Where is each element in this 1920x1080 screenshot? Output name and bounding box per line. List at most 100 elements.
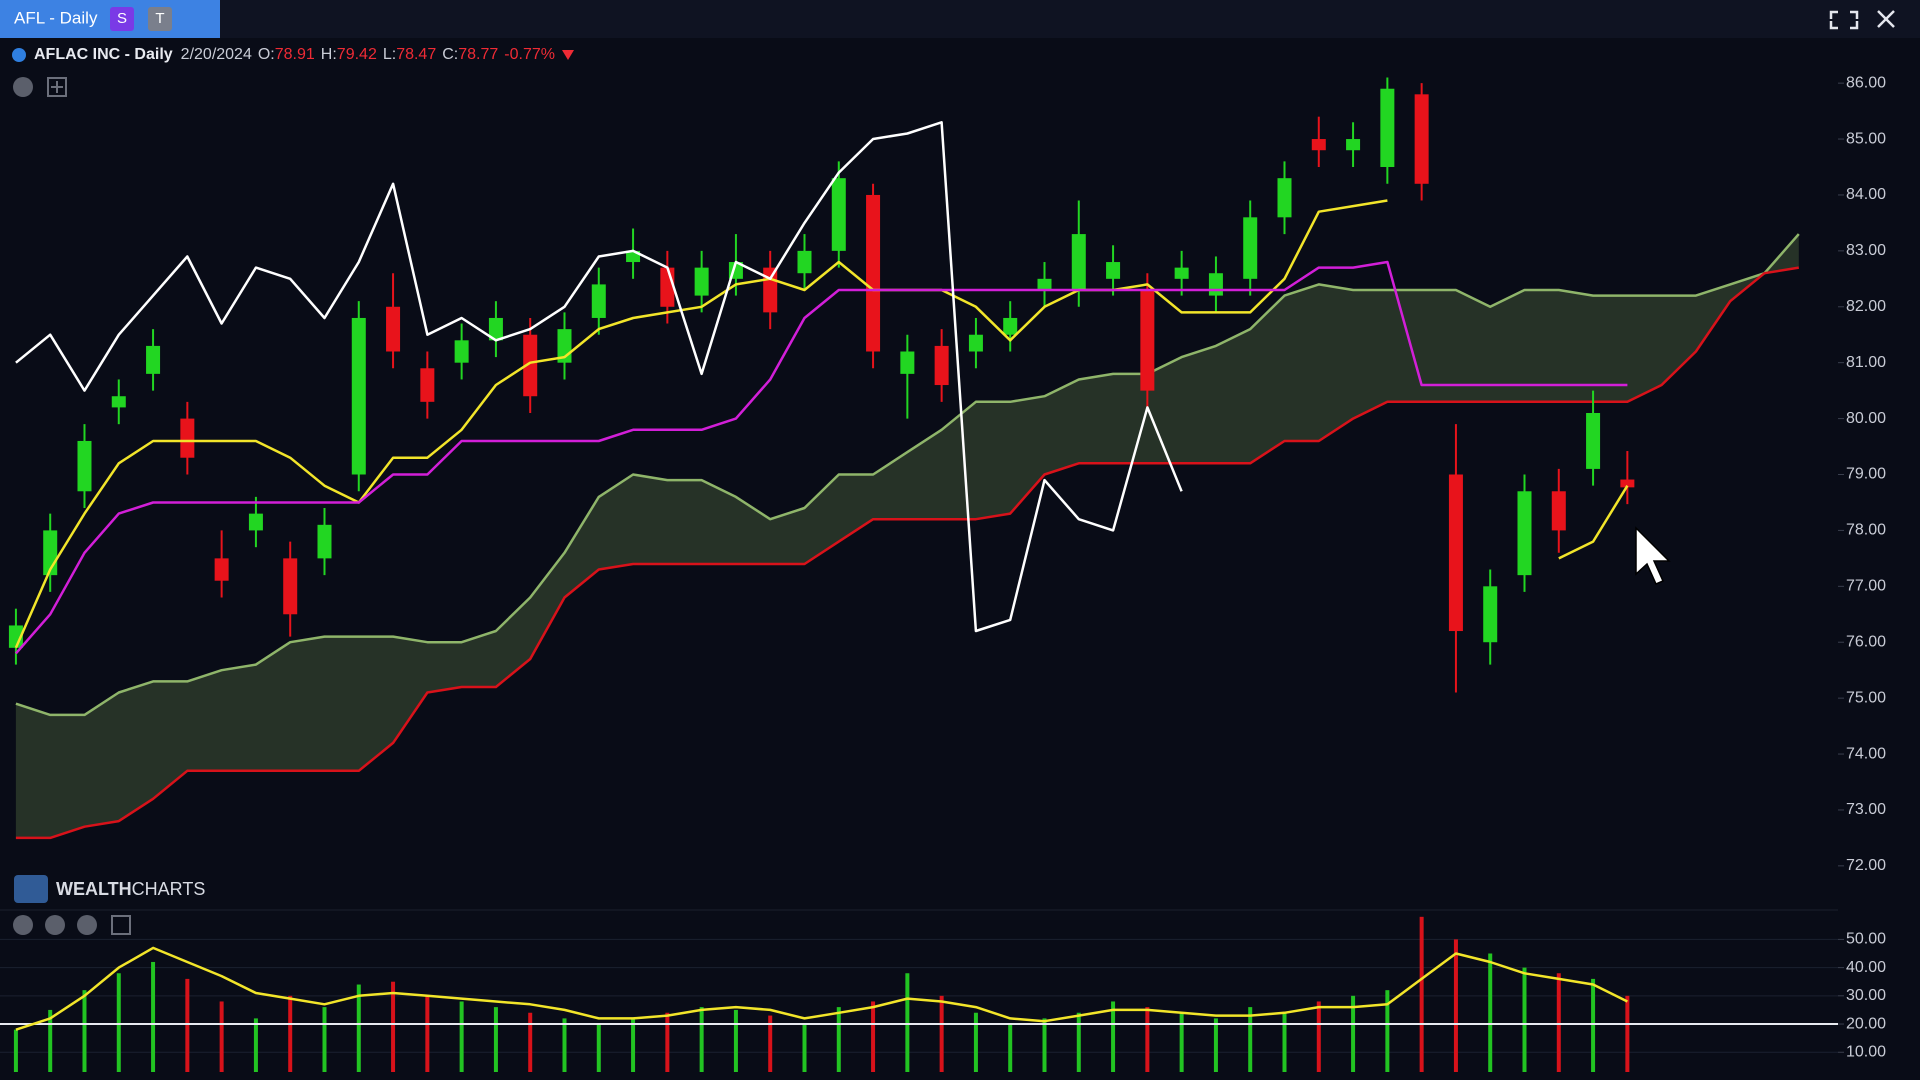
settings-icon[interactable] bbox=[13, 77, 33, 97]
legend: AFLAC INC - Daily 2/20/2024 O: 78.91 H: 79… bbox=[10, 44, 575, 66]
volume-bar bbox=[253, 1018, 258, 1072]
volume-bar bbox=[1591, 978, 1596, 1072]
candle-body bbox=[386, 306, 401, 352]
y-tick-label: 73.00 bbox=[1846, 801, 1886, 818]
y-tick-label: 83.00 bbox=[1846, 242, 1886, 259]
candle-body bbox=[454, 340, 469, 363]
candle-body bbox=[77, 440, 92, 492]
y-tick-label: 76.00 bbox=[1846, 633, 1886, 650]
volume-bar bbox=[1385, 990, 1390, 1072]
candle-body bbox=[1208, 273, 1223, 296]
volume-bar bbox=[802, 1024, 807, 1072]
candle-body bbox=[1586, 413, 1601, 469]
badge-label: T bbox=[155, 10, 164, 27]
logo-dot bbox=[12, 48, 26, 62]
volume-bar bbox=[562, 1018, 567, 1072]
symbol-logo bbox=[12, 48, 26, 62]
y-tick-label: 77.00 bbox=[1846, 578, 1886, 595]
volume-bar bbox=[82, 990, 87, 1072]
candle-body bbox=[866, 194, 881, 352]
settings-icon[interactable] bbox=[13, 915, 33, 935]
volume-bar bbox=[665, 1012, 670, 1072]
ohlc-label: O: bbox=[257, 46, 275, 63]
volume-bar bbox=[459, 1001, 464, 1072]
badge[interactable] bbox=[148, 7, 172, 31]
badge[interactable] bbox=[110, 7, 134, 31]
y-tick-label: 75.00 bbox=[1846, 689, 1886, 706]
candle-body bbox=[283, 558, 298, 615]
volume-bar bbox=[48, 1009, 53, 1072]
candle-body bbox=[1311, 139, 1326, 151]
volume-bar bbox=[116, 973, 121, 1072]
move-down-icon[interactable] bbox=[45, 915, 65, 935]
fullscreen-icon[interactable] bbox=[1829, 10, 1859, 30]
volume-bar bbox=[631, 1018, 636, 1072]
y-tick-label: 78.00 bbox=[1846, 522, 1886, 539]
y-tick-label: 40.00 bbox=[1846, 959, 1886, 976]
date: 2/20/2024 bbox=[180, 46, 252, 63]
volume-bar bbox=[1111, 1001, 1116, 1072]
volume-bar bbox=[1179, 1012, 1184, 1072]
volume-bar bbox=[1008, 1024, 1013, 1072]
candle-body bbox=[660, 267, 675, 307]
watermark-logo bbox=[14, 875, 48, 903]
candle-body bbox=[1071, 234, 1086, 290]
volume-bar bbox=[493, 1007, 498, 1072]
candle-body bbox=[763, 267, 778, 313]
candle-body bbox=[1106, 262, 1121, 279]
candle-body bbox=[248, 513, 263, 531]
low-value: 78.47 bbox=[396, 46, 437, 63]
add-icon-plus bbox=[51, 81, 63, 93]
close-icon[interactable] bbox=[1877, 10, 1895, 28]
down-arrow bbox=[561, 50, 574, 60]
candle-body bbox=[146, 345, 161, 374]
volume-bar bbox=[13, 1029, 18, 1072]
candle-body bbox=[1448, 474, 1463, 632]
close-value: 78.77 bbox=[458, 46, 499, 63]
indicator-line bbox=[15, 266, 1800, 840]
candle-body bbox=[831, 178, 846, 251]
candle-body bbox=[1037, 278, 1052, 290]
volume-bar bbox=[733, 1009, 738, 1072]
volume-bar bbox=[1556, 973, 1561, 1072]
y-tick-label: 85.00 bbox=[1846, 130, 1886, 147]
badge-label: S bbox=[117, 10, 127, 27]
plot: 86.00 85.00 84.00 83.00 82.00 81.00 80.00 79.00… bbox=[0, 74, 1886, 1072]
volume-bar bbox=[1625, 995, 1630, 1072]
volume-bar bbox=[425, 995, 430, 1072]
volume-bar bbox=[836, 1007, 841, 1072]
candle-body bbox=[900, 351, 915, 374]
volume-bar bbox=[905, 973, 910, 1072]
volume-bar bbox=[391, 981, 396, 1072]
candle-body bbox=[1003, 317, 1018, 335]
candle-body bbox=[111, 396, 126, 408]
candle-body bbox=[420, 368, 435, 402]
volume-bar bbox=[1076, 1012, 1081, 1072]
volume-bar bbox=[1351, 995, 1356, 1072]
volume-bar bbox=[939, 995, 944, 1072]
y-tick-label: 72.00 bbox=[1846, 857, 1886, 874]
watermark-part: WEALTH bbox=[56, 879, 132, 899]
move-up-icon[interactable] bbox=[77, 915, 97, 935]
indicator-line bbox=[15, 233, 1800, 717]
add-icon[interactable] bbox=[47, 77, 67, 97]
candle-body bbox=[1517, 491, 1532, 576]
volume-controls bbox=[13, 915, 131, 935]
candle-body bbox=[180, 418, 195, 458]
down-arrow-shape bbox=[561, 50, 574, 60]
candle-body bbox=[1620, 479, 1635, 488]
volume-bar bbox=[973, 1012, 978, 1072]
ohlc-label: L: bbox=[382, 46, 397, 63]
volume-bar bbox=[322, 1007, 327, 1072]
candle-body bbox=[934, 345, 949, 386]
y-tick-label: 82.00 bbox=[1846, 298, 1886, 315]
add-icon[interactable] bbox=[111, 915, 131, 935]
watermark-text: WEALTHCHARTS bbox=[56, 879, 205, 899]
candle-body bbox=[591, 284, 606, 318]
volume-bar bbox=[768, 1015, 773, 1072]
tab-title: AFL - Daily bbox=[14, 8, 98, 27]
volume-bar bbox=[1488, 953, 1493, 1072]
volume-bar bbox=[356, 984, 361, 1072]
candle-body bbox=[523, 334, 538, 397]
